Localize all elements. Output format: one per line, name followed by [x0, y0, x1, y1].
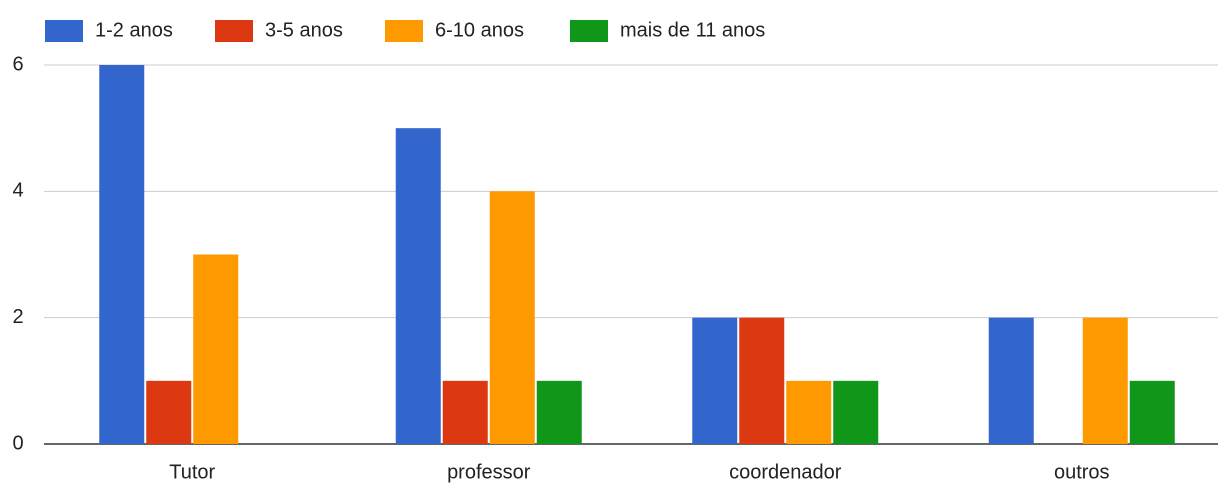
- legend-swatch: [45, 20, 83, 42]
- y-tick-label: 6: [12, 53, 23, 75]
- x-tick-label: coordenador: [729, 461, 842, 483]
- bar: [395, 128, 441, 444]
- legend-swatch: [215, 20, 253, 42]
- legend-label: mais de 11 anos: [620, 19, 765, 41]
- x-tick-label: outros: [1054, 461, 1110, 483]
- y-tick-label: 0: [12, 432, 23, 454]
- bar: [786, 380, 832, 444]
- y-tick-label: 2: [12, 306, 23, 328]
- legend-swatch: [570, 20, 608, 42]
- legend-swatch: [385, 20, 423, 42]
- bar: [1082, 317, 1128, 444]
- x-tick-label: professor: [447, 461, 531, 483]
- bar: [833, 380, 879, 444]
- bar: [193, 254, 239, 444]
- legend-label: 1-2 anos: [95, 19, 173, 41]
- y-tick-label: 4: [12, 180, 23, 202]
- bar: [739, 317, 785, 444]
- bar: [489, 191, 535, 444]
- legend-label: 3-5 anos: [265, 19, 343, 41]
- bar: [536, 380, 582, 444]
- x-tick-label: Tutor: [169, 461, 215, 483]
- bar: [146, 380, 192, 444]
- bar: [1129, 380, 1175, 444]
- bar: [692, 317, 738, 444]
- bar: [99, 65, 145, 444]
- bar: [988, 317, 1034, 444]
- bar: [442, 380, 488, 444]
- legend-label: 6-10 anos: [435, 19, 524, 41]
